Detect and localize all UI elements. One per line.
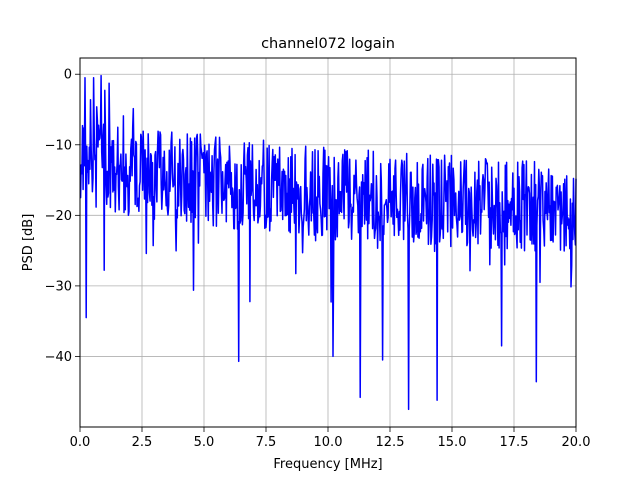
x-tick-label: 20.0: [562, 435, 591, 450]
x-axis-label: Frequency [MHz]: [273, 457, 382, 472]
y-tick-label: 0: [64, 68, 72, 83]
x-tick-label: 17.5: [500, 435, 529, 450]
y-tick-label: −10: [45, 138, 72, 153]
y-tick-label: −40: [45, 350, 72, 365]
chart-title: channel072 logain: [261, 36, 395, 52]
x-tick-label: 10.0: [314, 435, 343, 450]
x-tick-label: 7.5: [256, 435, 277, 450]
y-tick-label: −20: [45, 209, 72, 224]
y-axis-label: PSD [dB]: [21, 214, 36, 272]
x-tick-label: 2.5: [132, 435, 153, 450]
psd-series-line: [79, 74, 577, 411]
x-axis: 0.0 2.5 5.0 7.5 10.0 12.5 15.0 17.5 20.0: [70, 427, 591, 450]
y-tick-label: −30: [45, 279, 72, 294]
grid-lines: [79, 58, 577, 427]
x-tick-label: 12.5: [376, 435, 405, 450]
series-layer: [79, 74, 577, 411]
y-axis: 0 −10 −20 −30 −40: [45, 68, 80, 365]
x-tick-label: 0.0: [70, 435, 91, 450]
x-tick-label: 5.0: [194, 435, 215, 450]
x-tick-label: 15.0: [438, 435, 467, 450]
